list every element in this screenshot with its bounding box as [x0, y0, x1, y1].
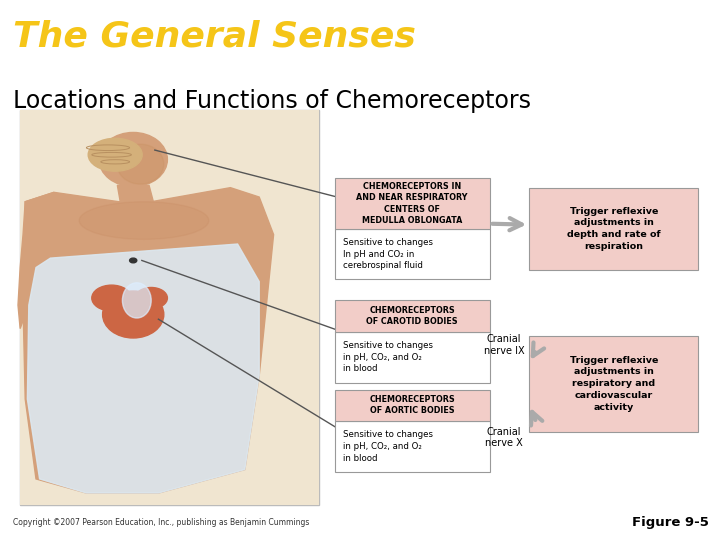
- Text: Sensitive to changes
in pH, CO₂, and O₂
in blood: Sensitive to changes in pH, CO₂, and O₂ …: [343, 430, 433, 463]
- Text: CHEMORECEPTORS
OF AORTIC BODIES: CHEMORECEPTORS OF AORTIC BODIES: [369, 395, 455, 415]
- Ellipse shape: [79, 202, 209, 239]
- Polygon shape: [18, 192, 54, 328]
- FancyBboxPatch shape: [335, 421, 490, 472]
- Polygon shape: [117, 185, 153, 202]
- Ellipse shape: [122, 283, 151, 318]
- Ellipse shape: [117, 144, 164, 184]
- Text: CHEMORECEPTORS
OF CAROTID BODIES: CHEMORECEPTORS OF CAROTID BODIES: [366, 306, 458, 326]
- Text: Copyright ©2007 Pearson Education, Inc., publishing as Benjamin Cummings: Copyright ©2007 Pearson Education, Inc.,…: [13, 518, 310, 526]
- Text: Sensitive to changes
in pH, CO₂, and O₂
in blood: Sensitive to changes in pH, CO₂, and O₂ …: [343, 341, 433, 374]
- Text: Trigger reflexive
adjustments in
respiratory and
cardiovascular
activity: Trigger reflexive adjustments in respira…: [570, 356, 658, 412]
- FancyBboxPatch shape: [335, 332, 490, 383]
- Text: Locations and Functions of Chemoreceptors: Locations and Functions of Chemoreceptor…: [13, 89, 531, 113]
- FancyBboxPatch shape: [335, 300, 490, 332]
- Polygon shape: [27, 244, 259, 493]
- Ellipse shape: [102, 291, 163, 338]
- Ellipse shape: [135, 287, 167, 309]
- FancyBboxPatch shape: [20, 110, 319, 505]
- Ellipse shape: [89, 138, 142, 171]
- FancyBboxPatch shape: [20, 110, 319, 505]
- Ellipse shape: [92, 285, 132, 311]
- Ellipse shape: [99, 132, 167, 186]
- FancyBboxPatch shape: [529, 187, 698, 270]
- FancyBboxPatch shape: [335, 229, 490, 279]
- Circle shape: [130, 258, 137, 263]
- Text: The General Senses: The General Senses: [13, 19, 416, 53]
- FancyBboxPatch shape: [529, 336, 698, 432]
- FancyBboxPatch shape: [335, 178, 490, 229]
- Text: Trigger reflexive
adjustments in
depth and rate of
respiration: Trigger reflexive adjustments in depth a…: [567, 207, 661, 251]
- Text: Sensitive to changes
In pH and CO₂ in
cerebrospinal fluid: Sensitive to changes In pH and CO₂ in ce…: [343, 238, 433, 271]
- Text: Cranial
nerve IX: Cranial nerve IX: [484, 334, 524, 356]
- Text: Cranial
nerve X: Cranial nerve X: [485, 427, 523, 448]
- Polygon shape: [23, 187, 274, 493]
- FancyBboxPatch shape: [335, 390, 490, 421]
- Text: Figure 9-5: Figure 9-5: [632, 516, 709, 529]
- Text: CHEMORECEPTORS IN
AND NEAR RESPIRATORY
CENTERS OF
MEDULLA OBLONGATA: CHEMORECEPTORS IN AND NEAR RESPIRATORY C…: [356, 183, 468, 225]
